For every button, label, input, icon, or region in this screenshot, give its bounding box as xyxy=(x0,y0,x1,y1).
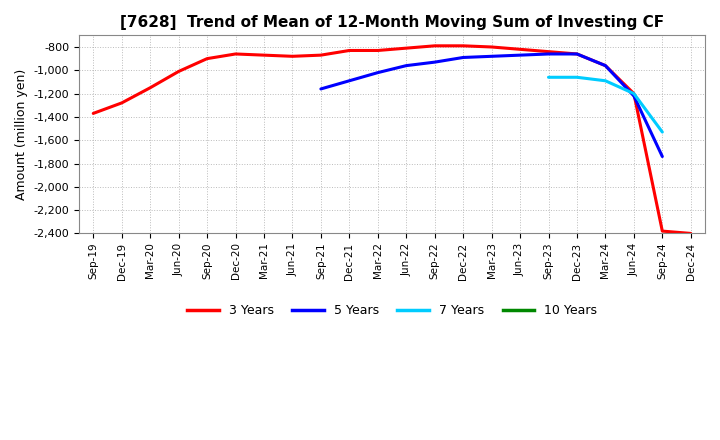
5 Years xyxy=(431,59,439,65)
3 Years xyxy=(374,48,382,53)
5 Years xyxy=(402,63,410,68)
7 Years xyxy=(629,91,638,96)
5 Years xyxy=(317,86,325,92)
3 Years xyxy=(174,69,183,74)
Line: 7 Years: 7 Years xyxy=(549,77,662,132)
5 Years xyxy=(345,78,354,84)
3 Years xyxy=(146,85,155,90)
3 Years xyxy=(516,47,524,52)
5 Years xyxy=(516,52,524,58)
7 Years xyxy=(572,75,581,80)
5 Years xyxy=(374,70,382,75)
3 Years xyxy=(629,91,638,96)
5 Years xyxy=(459,55,467,60)
7 Years xyxy=(658,129,667,135)
Legend: 3 Years, 5 Years, 7 Years, 10 Years: 3 Years, 5 Years, 7 Years, 10 Years xyxy=(182,299,602,322)
Line: 3 Years: 3 Years xyxy=(94,46,690,234)
3 Years xyxy=(431,43,439,48)
3 Years xyxy=(459,43,467,48)
5 Years xyxy=(629,93,638,99)
3 Years xyxy=(260,52,269,58)
5 Years xyxy=(572,51,581,57)
3 Years xyxy=(89,111,98,116)
5 Years xyxy=(658,154,667,159)
7 Years xyxy=(601,78,610,84)
Title: [7628]  Trend of Mean of 12-Month Moving Sum of Investing CF: [7628] Trend of Mean of 12-Month Moving … xyxy=(120,15,664,30)
Y-axis label: Amount (million yen): Amount (million yen) xyxy=(15,69,28,200)
5 Years xyxy=(601,63,610,68)
3 Years xyxy=(117,100,126,106)
3 Years xyxy=(203,56,212,61)
3 Years xyxy=(487,44,496,50)
3 Years xyxy=(658,228,667,234)
3 Years xyxy=(544,49,553,54)
5 Years xyxy=(487,54,496,59)
3 Years xyxy=(231,51,240,57)
3 Years xyxy=(317,52,325,58)
3 Years xyxy=(572,51,581,57)
Line: 5 Years: 5 Years xyxy=(321,54,662,157)
3 Years xyxy=(345,48,354,53)
3 Years xyxy=(601,63,610,68)
3 Years xyxy=(686,231,695,236)
3 Years xyxy=(288,54,297,59)
5 Years xyxy=(544,51,553,57)
3 Years xyxy=(402,45,410,51)
7 Years xyxy=(544,75,553,80)
